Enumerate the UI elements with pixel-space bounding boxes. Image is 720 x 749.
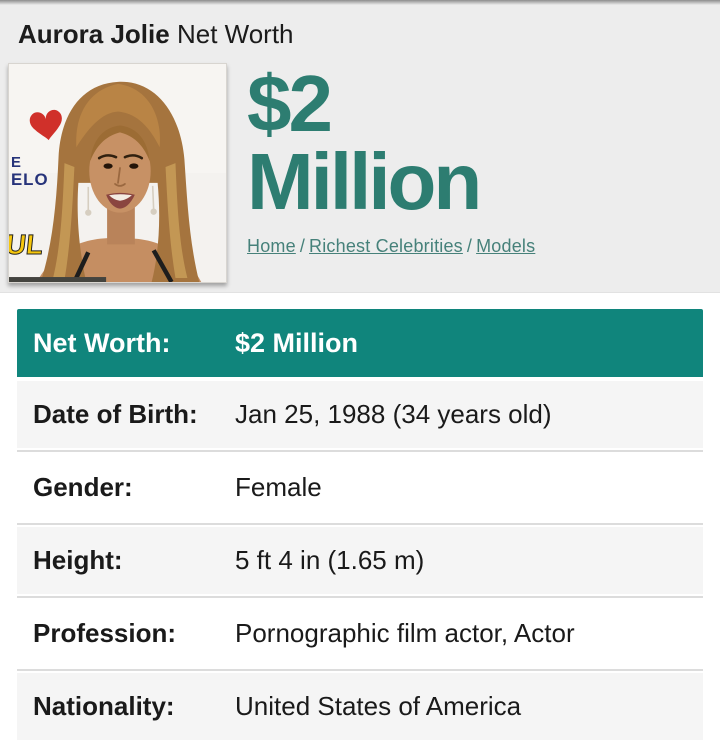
table-row-height: Height: 5 ft 4 in (1.65 m) — [17, 527, 703, 594]
table-row-profession: Profession: Pornographic film actor, Act… — [17, 600, 703, 667]
networth-headline: $2 Million — [247, 59, 535, 226]
page-title-suffix: Net Worth — [176, 19, 294, 49]
table-row-nationality: Nationality: United States of America — [17, 673, 703, 740]
fact-label: Nationality: — [33, 691, 175, 721]
backdrop-logo-text-1: E — [11, 155, 21, 171]
networth-unit: Million — [247, 136, 482, 226]
row-divider — [17, 667, 703, 673]
row-divider — [17, 594, 703, 600]
portrait-illustration: E ELO — [9, 64, 226, 282]
fact-label: Gender: — [33, 472, 133, 502]
table-row-networth: Net Worth: $2 Million — [17, 309, 703, 377]
fact-label: Date of Birth: — [33, 399, 198, 429]
fact-label: Profession: — [33, 618, 177, 648]
row-divider — [17, 377, 703, 381]
fact-value: Female — [235, 472, 322, 502]
breadcrumb-separator: / — [299, 236, 306, 257]
breadcrumb-link-models[interactable]: Models — [476, 236, 536, 257]
fact-value: Jan 25, 1988 (34 years old) — [235, 399, 552, 429]
backdrop-logo-text-2: ELO — [11, 170, 49, 189]
row-divider — [17, 521, 703, 527]
breadcrumb-link-richest-celebrities[interactable]: Richest Celebrities — [309, 236, 463, 257]
table-row-gender: Gender: Female — [17, 454, 703, 521]
fact-value: $2 Million — [235, 327, 359, 358]
networth-amount: $2 — [247, 59, 333, 148]
row-divider — [17, 448, 703, 454]
top-screen-edge — [0, 0, 720, 5]
heart-icon — [29, 109, 62, 141]
page-title: Aurora Jolie Net Worth — [0, 19, 720, 49]
celebrity-photo: E ELO — [8, 63, 227, 283]
svg-text:CUL: CUL — [9, 229, 45, 260]
facts-table: Net Worth: $2 Million Date of Birth: Jan… — [17, 309, 703, 740]
badge-text: CUL N — [9, 229, 45, 261]
fact-label: Height: — [33, 545, 123, 575]
table-row-date-of-birth: Date of Birth: Jan 25, 1988 (34 years ol… — [17, 381, 703, 448]
facts-section: Net Worth: $2 Million Date of Birth: Jan… — [0, 293, 720, 740]
fact-value: 5 ft 4 in (1.65 m) — [235, 545, 425, 575]
breadcrumb-separator: / — [466, 236, 473, 257]
hero-section: Aurora Jolie Net Worth E ELO — [0, 5, 720, 293]
breadcrumb-link-home[interactable]: Home — [247, 236, 296, 257]
fact-label: Net Worth: — [33, 327, 171, 358]
fact-value: United States of America — [235, 691, 522, 721]
breadcrumb: Home / Richest Celebrities / Models — [247, 236, 535, 257]
celebrity-name: Aurora Jolie — [18, 19, 170, 49]
fact-value: Pornographic film actor, Actor — [235, 618, 575, 648]
earring-icons — [85, 185, 157, 216]
